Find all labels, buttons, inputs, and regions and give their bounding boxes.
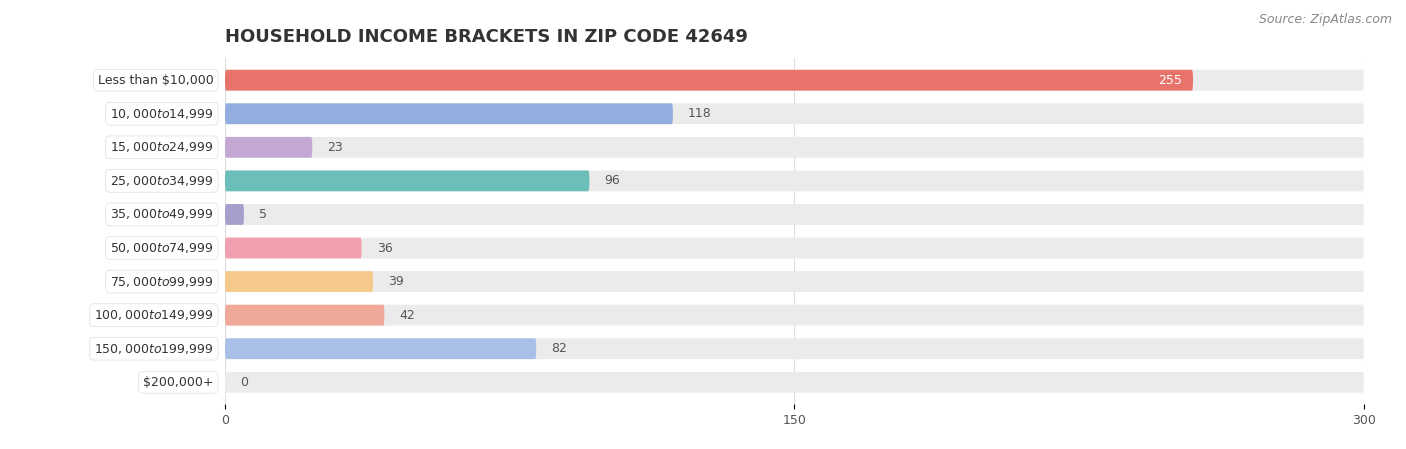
FancyBboxPatch shape	[225, 204, 245, 225]
Text: $200,000+: $200,000+	[143, 376, 214, 389]
FancyBboxPatch shape	[225, 271, 373, 292]
Text: $100,000 to $149,999: $100,000 to $149,999	[94, 308, 214, 322]
Text: Source: ZipAtlas.com: Source: ZipAtlas.com	[1258, 13, 1392, 26]
FancyBboxPatch shape	[225, 305, 1364, 326]
Text: $35,000 to $49,999: $35,000 to $49,999	[110, 207, 214, 221]
FancyBboxPatch shape	[225, 137, 1364, 158]
Text: Less than $10,000: Less than $10,000	[98, 74, 214, 87]
Text: $50,000 to $74,999: $50,000 to $74,999	[110, 241, 214, 255]
FancyBboxPatch shape	[225, 338, 1364, 359]
Text: $150,000 to $199,999: $150,000 to $199,999	[94, 342, 214, 356]
Text: HOUSEHOLD INCOME BRACKETS IN ZIP CODE 42649: HOUSEHOLD INCOME BRACKETS IN ZIP CODE 42…	[225, 28, 748, 46]
FancyBboxPatch shape	[225, 372, 1364, 393]
FancyBboxPatch shape	[225, 70, 1192, 91]
FancyBboxPatch shape	[225, 70, 1364, 91]
FancyBboxPatch shape	[225, 271, 1364, 292]
Text: $10,000 to $14,999: $10,000 to $14,999	[110, 107, 214, 121]
Text: 118: 118	[688, 107, 711, 120]
FancyBboxPatch shape	[225, 238, 1364, 259]
FancyBboxPatch shape	[225, 137, 312, 158]
Text: $25,000 to $34,999: $25,000 to $34,999	[110, 174, 214, 188]
Text: 255: 255	[1157, 74, 1181, 87]
FancyBboxPatch shape	[225, 171, 1364, 191]
FancyBboxPatch shape	[225, 103, 673, 124]
FancyBboxPatch shape	[225, 238, 361, 259]
Text: 82: 82	[551, 342, 567, 355]
Text: 5: 5	[259, 208, 267, 221]
FancyBboxPatch shape	[225, 204, 1364, 225]
Text: 36: 36	[377, 242, 392, 255]
Text: $75,000 to $99,999: $75,000 to $99,999	[110, 275, 214, 289]
Text: $15,000 to $24,999: $15,000 to $24,999	[110, 141, 214, 154]
Text: 39: 39	[388, 275, 404, 288]
Text: 23: 23	[328, 141, 343, 154]
Text: 42: 42	[399, 308, 415, 321]
FancyBboxPatch shape	[225, 338, 536, 359]
FancyBboxPatch shape	[225, 171, 589, 191]
FancyBboxPatch shape	[225, 305, 384, 326]
Text: 96: 96	[605, 174, 620, 187]
FancyBboxPatch shape	[225, 103, 1364, 124]
Text: 0: 0	[240, 376, 247, 389]
